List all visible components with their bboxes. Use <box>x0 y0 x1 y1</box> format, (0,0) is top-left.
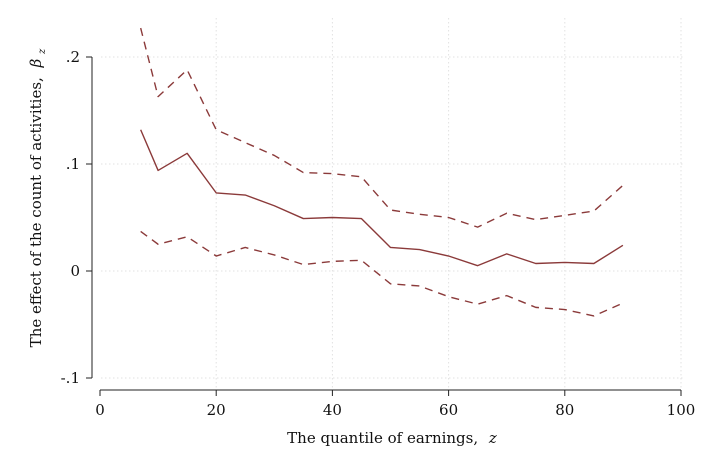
x-axis-title: The quantile of earnings, z <box>287 429 497 447</box>
series-line-0 <box>140 129 624 267</box>
series-line-2 <box>140 230 624 317</box>
series-layer <box>139 27 624 317</box>
y-tick-label-0: -.1 <box>61 369 80 387</box>
x-axis-title-var: z <box>488 429 497 447</box>
axes-layer: -.1 0 .1 .2 0 20 40 60 80 100 <box>61 48 696 419</box>
x-tick-label-5: 100 <box>667 401 696 419</box>
grid-layer <box>101 18 685 389</box>
series-line-1 <box>139 27 624 228</box>
y-tick-label-3: .2 <box>66 48 80 66</box>
y-tick-label-2: .1 <box>66 155 80 173</box>
y-axis-title: The effect of the count of activities, β… <box>27 48 48 347</box>
y-axis-title-var: β <box>27 58 45 68</box>
y-tick-label-1: 0 <box>70 262 80 280</box>
x-tick-label-4: 80 <box>555 401 574 419</box>
x-tick-label-1: 20 <box>207 401 226 419</box>
x-tick-label-3: 60 <box>439 401 458 419</box>
y-axis-title-subscript: z <box>37 48 48 55</box>
x-tick-label-0: 0 <box>95 401 105 419</box>
x-axis-title-text: The quantile of earnings, <box>287 429 478 447</box>
y-axis-title-text: The effect of the count of activities, <box>27 77 45 347</box>
x-tick-label-2: 40 <box>323 401 342 419</box>
